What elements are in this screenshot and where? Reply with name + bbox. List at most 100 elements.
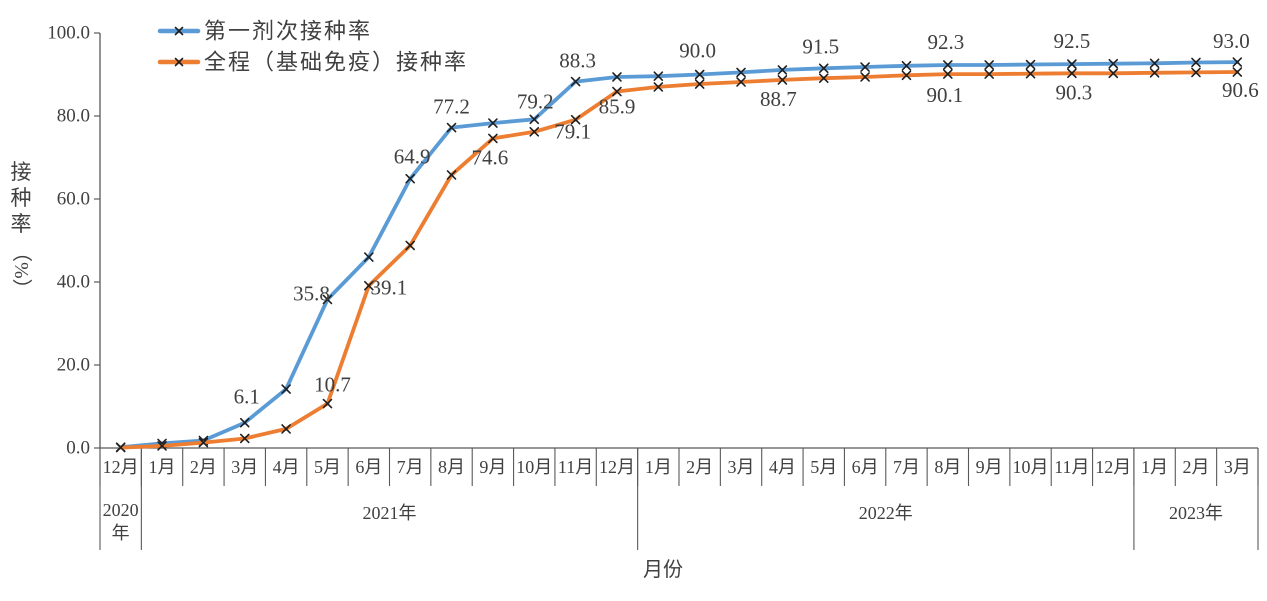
point-marker-x-icon xyxy=(943,69,953,79)
data-label: 77.2 xyxy=(433,95,470,119)
month-tick-label: 4月 xyxy=(273,457,300,477)
point-marker-x-icon xyxy=(1149,68,1160,78)
point-marker-x-icon xyxy=(364,280,374,291)
point-marker-x-icon xyxy=(239,417,250,428)
y-tick-label: 0.0 xyxy=(66,438,90,459)
series-1: 10.7 39.1 74.6 79.1 85.9 88.7 90.1 90.3 90.6 xyxy=(115,67,1259,453)
month-tick-label: 2月 xyxy=(1182,457,1209,477)
point-marker-x-icon xyxy=(777,65,788,75)
y-tick-label: 60.0 xyxy=(57,189,90,210)
axes: 0.0 20.0 40.0 60.0 80.0 100.0 12月 1月 2月 3月 4月 5月 6月 7… xyxy=(47,23,1259,550)
point-marker-x-icon xyxy=(1191,67,1201,78)
legend-marker-x-icon xyxy=(174,26,184,36)
point-marker-x-icon xyxy=(612,72,622,82)
point-marker-x-icon xyxy=(612,86,622,97)
point-marker-x-icon xyxy=(405,173,415,184)
y-axis-title-char: 接 xyxy=(11,160,32,184)
month-tick-label: 11月 xyxy=(558,457,593,477)
point-marker-x-icon xyxy=(1025,68,1036,79)
point-marker-x-icon xyxy=(736,67,746,78)
point-marker-x-icon xyxy=(653,71,664,81)
data-label: 10.7 xyxy=(314,373,351,397)
point-marker-x-icon xyxy=(736,77,746,87)
y-tick-label: 100.0 xyxy=(47,23,90,44)
point-marker-x-icon xyxy=(1149,58,1160,69)
year-label: 2021年 xyxy=(363,503,417,523)
month-tick-label: 12月 xyxy=(1095,457,1131,477)
series-polyline xyxy=(118,70,1240,450)
point-marker-x-icon xyxy=(653,82,664,92)
y-axis-title-char: 率 xyxy=(11,212,32,236)
month-tick-label: 7月 xyxy=(397,457,424,477)
y-axis-title-char: 种 xyxy=(11,186,32,210)
data-label: 79.1 xyxy=(554,120,591,144)
data-label: 6.1 xyxy=(234,385,260,409)
data-label: 90.0 xyxy=(679,39,716,63)
data-label: 90.6 xyxy=(1222,78,1259,102)
point-marker-x-icon xyxy=(1108,58,1119,69)
month-tick-label: 11月 xyxy=(1054,457,1089,477)
point-marker-x-icon xyxy=(1025,59,1036,70)
point-marker-x-icon xyxy=(860,62,870,72)
point-marker-x-icon xyxy=(818,63,829,74)
legend-label: 全程（基础免疫）接种率 xyxy=(204,50,468,75)
month-tick-label: 2月 xyxy=(686,457,713,477)
data-label: 39.1 xyxy=(370,276,407,300)
point-marker-x-icon xyxy=(239,433,250,444)
month-tick-label: 12月 xyxy=(103,457,139,477)
month-tick-label: 12月 xyxy=(599,457,635,477)
point-marker-x-icon xyxy=(364,252,374,262)
y-tick-label: 80.0 xyxy=(57,106,90,127)
data-label: 35.8 xyxy=(293,281,330,305)
point-marker-x-icon xyxy=(901,60,912,71)
month-tick-label: 9月 xyxy=(976,457,1003,477)
point-marker-x-icon xyxy=(281,424,291,434)
data-label: 79.2 xyxy=(517,89,554,113)
point-marker-x-icon xyxy=(570,76,581,87)
data-label: 88.3 xyxy=(559,49,596,73)
point-marker-x-icon xyxy=(777,75,788,85)
legend-marker-x-icon xyxy=(174,57,184,67)
legend-label: 第一剂次接种率 xyxy=(204,19,372,44)
point-marker-x-icon xyxy=(115,442,126,453)
data-label: 92.5 xyxy=(1054,29,1091,53)
series-polyline xyxy=(118,60,1240,450)
y-tick-label: 40.0 xyxy=(57,272,90,293)
point-marker-x-icon xyxy=(1232,57,1243,67)
point-marker-x-icon xyxy=(570,114,581,125)
data-label: 85.9 xyxy=(599,95,636,119)
axis-titles: 接种率 （%） 月份 xyxy=(10,160,683,581)
y-tick-label: 20.0 xyxy=(57,355,90,376)
point-marker-x-icon xyxy=(694,79,705,89)
x-axis-title: 月份 xyxy=(643,558,683,581)
data-label: 92.3 xyxy=(927,30,964,54)
month-tick-label: 9月 xyxy=(479,457,506,477)
month-tick-label: 3月 xyxy=(728,457,755,477)
point-marker-x-icon xyxy=(198,437,209,448)
point-marker-x-icon xyxy=(446,170,457,180)
month-tick-label: 6月 xyxy=(355,457,382,477)
month-tick-label: 4月 xyxy=(769,457,796,477)
data-label: 74.6 xyxy=(472,145,509,169)
month-tick-label: 3月 xyxy=(231,457,258,477)
data-label: 90.1 xyxy=(926,83,963,107)
month-tick-label: 1月 xyxy=(645,457,672,477)
month-tick-label: 10月 xyxy=(1013,457,1049,477)
point-marker-x-icon xyxy=(943,60,953,70)
data-label: 90.3 xyxy=(1056,80,1093,104)
data-label: 64.9 xyxy=(394,145,431,169)
month-tick-label: 8月 xyxy=(934,457,961,477)
year-label: 2023年 xyxy=(1169,503,1223,523)
point-marker-x-icon xyxy=(488,118,498,128)
month-tick-label: 1月 xyxy=(149,457,176,477)
point-marker-x-icon xyxy=(1232,67,1243,77)
year-label: 2022年 xyxy=(859,503,913,523)
month-tick-label: 10月 xyxy=(516,457,552,477)
data-label: 88.7 xyxy=(760,87,797,111)
point-marker-x-icon xyxy=(818,73,829,84)
point-marker-x-icon xyxy=(1108,68,1119,79)
point-marker-x-icon xyxy=(1191,57,1201,68)
